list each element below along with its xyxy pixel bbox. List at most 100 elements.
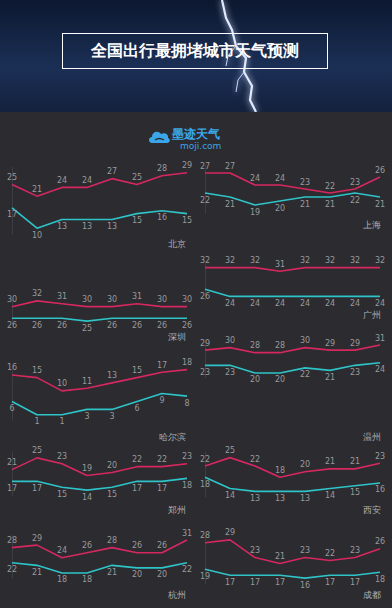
svg-text:25: 25	[132, 173, 142, 182]
svg-text:28: 28	[250, 341, 260, 350]
svg-text:31: 31	[275, 260, 285, 269]
svg-text:22: 22	[250, 455, 260, 464]
svg-text:20: 20	[300, 460, 310, 469]
svg-text:24: 24	[275, 174, 285, 183]
svg-text:18: 18	[182, 481, 192, 490]
svg-text:16: 16	[7, 363, 17, 372]
svg-text:22: 22	[325, 182, 335, 191]
svg-text:21: 21	[375, 200, 385, 209]
svg-text:北京: 北京	[168, 239, 186, 249]
svg-text:26: 26	[375, 537, 385, 546]
svg-text:23: 23	[200, 368, 210, 377]
svg-text:24: 24	[375, 299, 385, 308]
svg-text:23: 23	[57, 452, 67, 461]
svg-text:1: 1	[34, 417, 39, 426]
svg-text:28: 28	[7, 536, 17, 545]
svg-text:28: 28	[200, 531, 210, 540]
svg-text:23: 23	[350, 368, 360, 377]
svg-text:24: 24	[225, 299, 235, 308]
svg-text:26: 26	[375, 166, 385, 175]
svg-text:24: 24	[57, 176, 67, 185]
svg-text:22: 22	[350, 196, 360, 205]
svg-text:18: 18	[182, 358, 192, 367]
svg-text:24: 24	[250, 299, 260, 308]
svg-text:25: 25	[7, 173, 17, 182]
svg-text:25: 25	[225, 446, 235, 455]
svg-text:32: 32	[325, 256, 335, 265]
svg-text:21: 21	[107, 568, 117, 577]
svg-text:30: 30	[7, 295, 17, 304]
svg-text:27: 27	[225, 162, 235, 171]
svg-text:17: 17	[132, 484, 142, 493]
svg-text:1: 1	[59, 417, 64, 426]
svg-text:21: 21	[32, 185, 42, 194]
svg-text:19: 19	[200, 572, 210, 581]
svg-text:20: 20	[132, 570, 142, 579]
svg-text:15: 15	[132, 216, 142, 225]
svg-text:3: 3	[109, 412, 114, 421]
svg-text:16: 16	[300, 581, 310, 590]
svg-text:26: 26	[82, 541, 92, 550]
svg-text:25: 25	[32, 446, 42, 455]
svg-text:20: 20	[275, 204, 285, 213]
svg-text:温州: 温州	[363, 432, 381, 442]
svg-text:26: 26	[157, 321, 167, 330]
svg-text:15: 15	[132, 366, 142, 375]
svg-text:26: 26	[107, 321, 117, 330]
svg-text:6: 6	[9, 404, 14, 413]
svg-text:郑州: 郑州	[168, 505, 186, 515]
svg-text:18: 18	[57, 575, 67, 584]
svg-text:28: 28	[157, 164, 167, 173]
svg-text:30: 30	[225, 336, 235, 345]
svg-text:杭州: 杭州	[167, 590, 186, 600]
svg-text:16: 16	[157, 213, 167, 222]
svg-text:32: 32	[32, 289, 42, 298]
svg-text:8: 8	[184, 399, 189, 408]
svg-text:18: 18	[275, 466, 285, 475]
svg-text:21: 21	[275, 552, 285, 561]
svg-text:西安: 西安	[363, 505, 381, 515]
svg-text:32: 32	[225, 256, 235, 265]
svg-text:15: 15	[57, 490, 67, 499]
svg-text:13: 13	[275, 494, 285, 503]
svg-text:17: 17	[275, 578, 285, 587]
svg-text:14: 14	[82, 493, 92, 502]
svg-text:14: 14	[325, 491, 335, 500]
svg-text:21: 21	[225, 200, 235, 209]
svg-text:30: 30	[182, 295, 192, 304]
svg-text:22: 22	[325, 549, 335, 558]
svg-text:深圳: 深圳	[168, 332, 186, 342]
svg-text:23: 23	[225, 368, 235, 377]
svg-text:22: 22	[300, 370, 310, 379]
svg-text:17: 17	[32, 484, 42, 493]
svg-text:30: 30	[82, 295, 92, 304]
svg-text:21: 21	[300, 200, 310, 209]
svg-text:20: 20	[107, 461, 117, 470]
svg-text:31: 31	[57, 292, 67, 301]
svg-text:18: 18	[82, 575, 92, 584]
svg-text:成都: 成都	[363, 590, 381, 600]
svg-text:22: 22	[200, 455, 210, 464]
svg-text:14: 14	[225, 491, 235, 500]
svg-text:30: 30	[107, 295, 117, 304]
svg-text:13: 13	[82, 222, 92, 231]
svg-text:11: 11	[82, 377, 92, 386]
svg-text:27: 27	[107, 167, 117, 176]
svg-text:31: 31	[375, 334, 385, 343]
svg-text:31: 31	[132, 292, 142, 301]
svg-text:20: 20	[275, 375, 285, 384]
svg-text:26: 26	[157, 541, 167, 550]
svg-text:24: 24	[275, 299, 285, 308]
svg-text:26: 26	[32, 321, 42, 330]
svg-text:23: 23	[250, 546, 260, 555]
svg-text:24: 24	[82, 176, 92, 185]
svg-text:24: 24	[57, 546, 67, 555]
svg-text:15: 15	[107, 490, 117, 499]
svg-text:24: 24	[300, 299, 310, 308]
svg-text:29: 29	[32, 534, 42, 543]
svg-text:24: 24	[250, 174, 260, 183]
svg-text:26: 26	[200, 292, 210, 301]
svg-text:29: 29	[200, 339, 210, 348]
svg-text:13: 13	[300, 494, 310, 503]
svg-text:23: 23	[350, 546, 360, 555]
